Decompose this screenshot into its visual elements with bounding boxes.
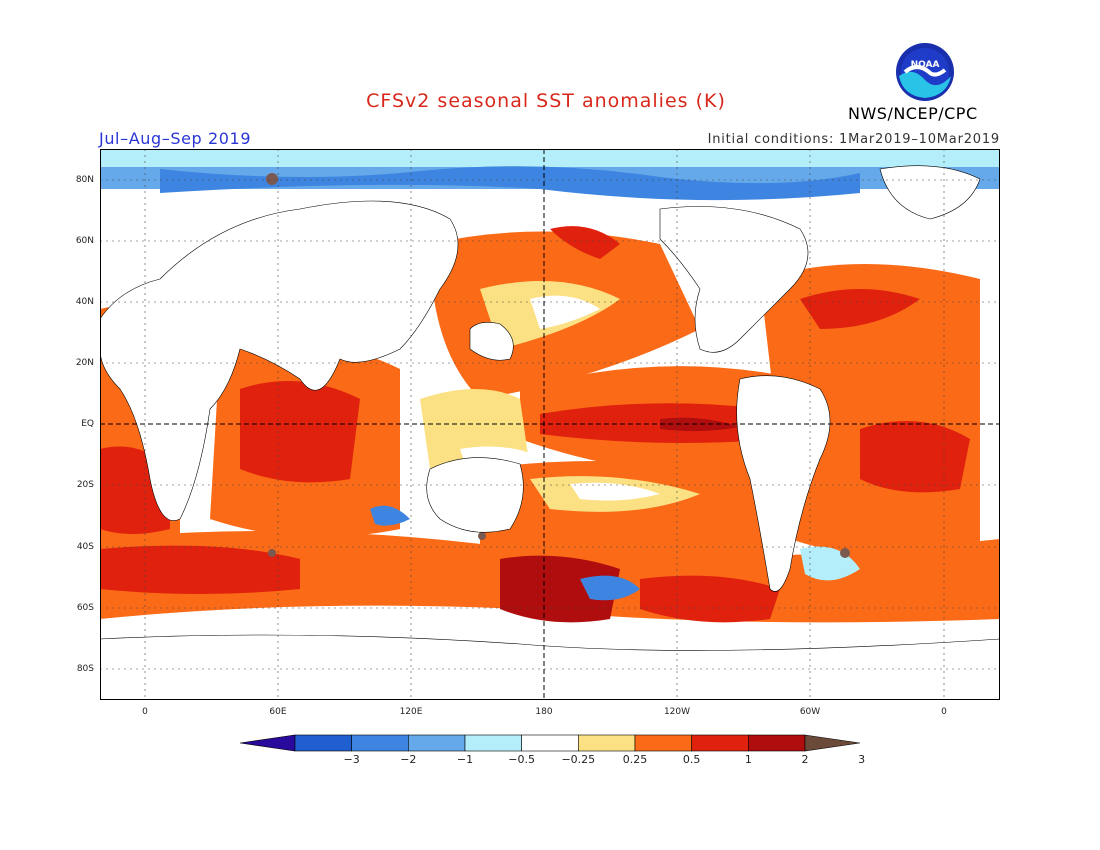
lon-label: 120W: [663, 707, 691, 717]
lat-label: 80N: [75, 175, 94, 185]
colorbar-tick-label: 1: [744, 753, 752, 766]
colorbar-swatch: [464, 734, 522, 752]
colorbar: [240, 734, 860, 752]
map-frame: [100, 149, 1000, 700]
map-title: CFSv2 seasonal SST anomalies (K): [366, 90, 726, 112]
colorbar-tick-label: 0.5: [682, 753, 701, 766]
colorbar-tick-label: −0.5: [508, 753, 536, 766]
colorbar-swatch: [294, 734, 352, 752]
initial-conditions: Initial conditions: 1Mar2019–10Mar2019: [707, 132, 1000, 147]
colorbar-tick-label: −0.25: [561, 753, 596, 766]
reference-lines: [100, 149, 1000, 700]
colorbar-low-arrow: [240, 734, 296, 752]
lat-label: 60S: [76, 603, 94, 613]
colorbar-tick-label: −2: [400, 753, 417, 766]
colorbar-tick-label: 2: [801, 753, 809, 766]
lat-label: 40N: [75, 297, 94, 307]
colorbar-swatch: [691, 734, 749, 752]
lat-label: 40S: [76, 542, 94, 552]
colorbar-tick-label: −1: [456, 753, 474, 766]
colorbar-tick-label: 0.25: [622, 753, 648, 766]
lat-label: 60N: [75, 236, 94, 246]
grid-lines: [100, 149, 1000, 700]
colorbar-swatch: [748, 734, 806, 752]
colorbar-tick-label: 3: [858, 753, 866, 766]
lon-label: 120E: [399, 707, 423, 717]
lat-label: 20S: [76, 480, 94, 490]
sst-anomaly-map: [100, 149, 1000, 700]
forecast-period: Jul–Aug–Sep 2019: [99, 129, 252, 148]
colorbar-swatch: [521, 734, 579, 752]
colorbar-swatch: [351, 734, 409, 752]
anomaly-field: [100, 149, 1000, 623]
colorbar-swatch: [578, 734, 636, 752]
colorbar-high-arrow: [804, 734, 860, 752]
lon-label: 60W: [799, 707, 821, 717]
lat-label: EQ: [81, 419, 94, 429]
colorbar-swatch: [408, 734, 466, 752]
lon-label: 0: [941, 707, 947, 717]
lon-label: 180: [535, 707, 553, 717]
logo-text: NOAA: [911, 60, 940, 70]
colorbar-tick-label: −3: [343, 753, 360, 766]
noaa-logo: NOAA: [896, 43, 954, 101]
lon-label: 60E: [269, 707, 287, 717]
lat-label: 80S: [76, 664, 94, 674]
lon-label: 0: [142, 707, 148, 717]
colorbar-swatch: [634, 734, 692, 752]
agency-label: NWS/NCEP/CPC: [848, 104, 978, 123]
land-masses: [100, 165, 1000, 700]
lat-label: 20N: [75, 358, 94, 368]
